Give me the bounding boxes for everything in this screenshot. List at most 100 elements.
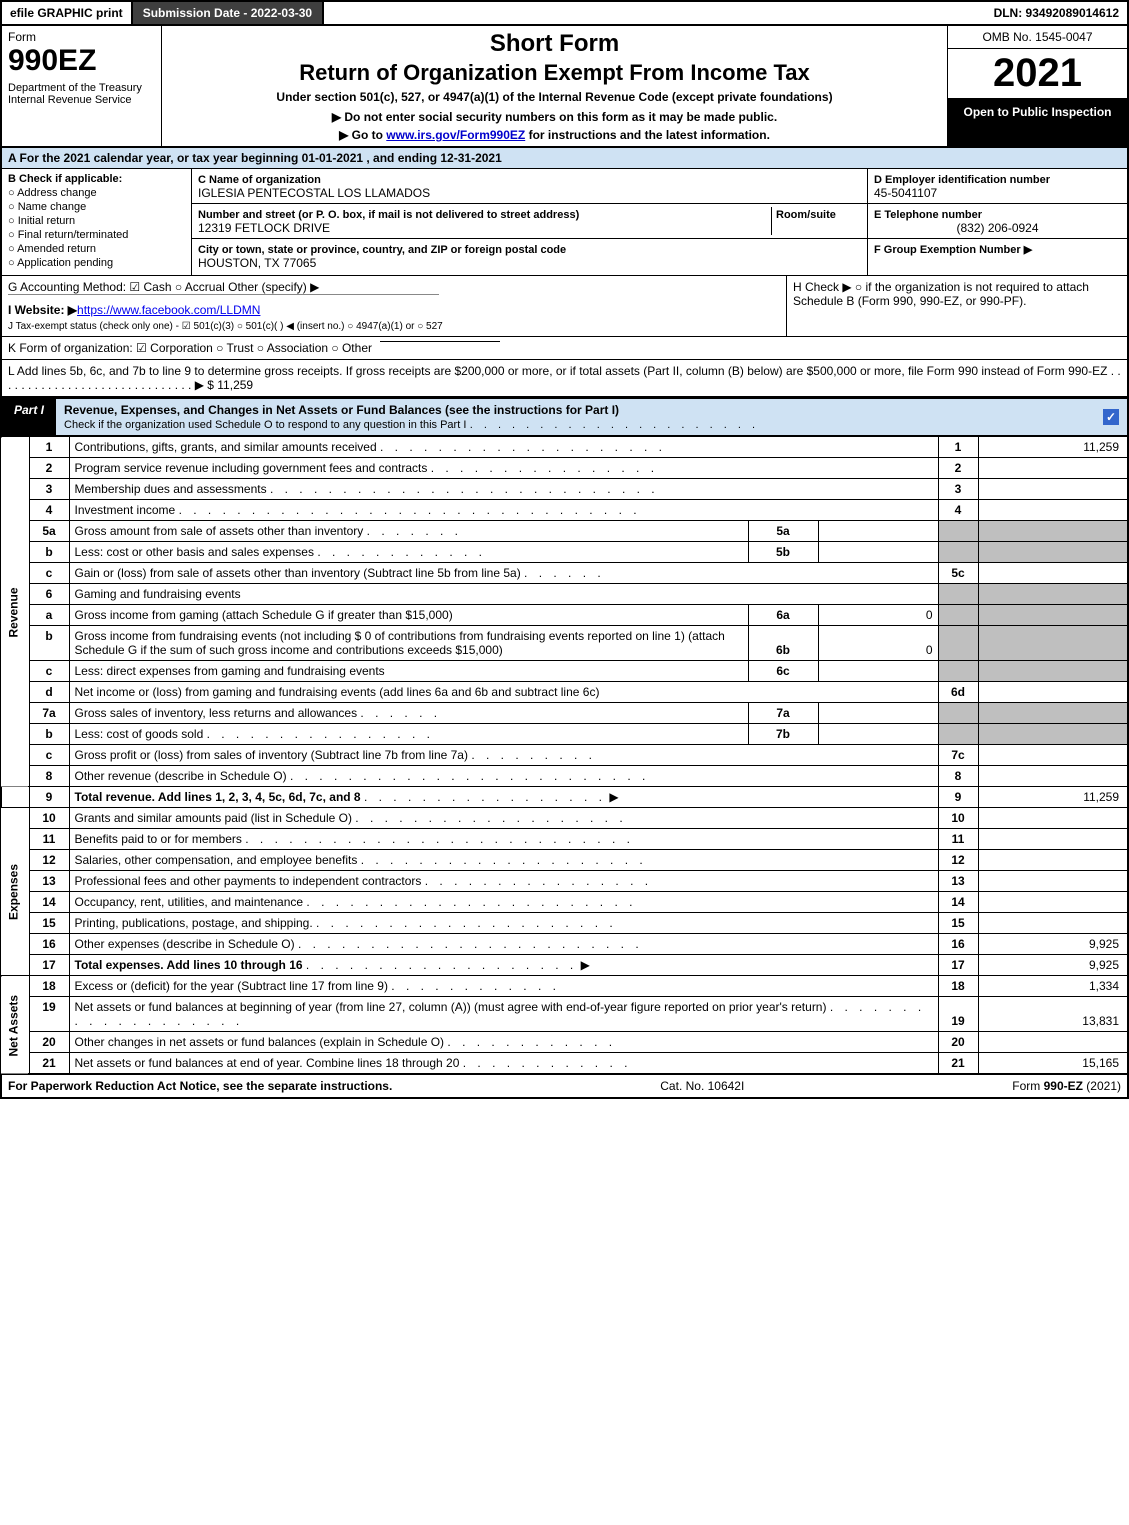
cb-final-return[interactable]: Final return/terminated — [8, 229, 185, 241]
short-form-label: Short Form — [168, 30, 941, 58]
row13-desc: Professional fees and other payments to … — [75, 874, 422, 888]
row2-desc: Program service revenue including govern… — [75, 461, 428, 475]
row11-desc: Benefits paid to or for members — [75, 832, 242, 846]
sec-k-blank — [380, 341, 500, 342]
expenses-sidebar: Expenses — [1, 808, 29, 976]
row10-ln: 10 — [938, 808, 978, 829]
row5c-num: c — [29, 563, 69, 584]
row5a-desc: Gross amount from sale of assets other t… — [75, 524, 364, 538]
row4-num: 4 — [29, 500, 69, 521]
top-bar: efile GRAPHIC print Submission Date - 20… — [0, 0, 1129, 26]
ein-value: 45-5041107 — [874, 186, 937, 200]
row7b-val — [978, 724, 1128, 745]
row14-desc: Occupancy, rent, utilities, and maintena… — [75, 895, 304, 909]
submission-date: Submission Date - 2022-03-30 — [133, 2, 324, 24]
row16-num: 16 — [29, 934, 69, 955]
section-c: C Name of organization IGLESIA PENTECOST… — [192, 169, 867, 275]
row17-ln: 17 — [938, 955, 978, 976]
section-a: A For the 2021 calendar year, or tax yea… — [0, 148, 1129, 169]
row7c-desc: Gross profit or (loss) from sales of inv… — [75, 748, 468, 762]
part1-header: Part I Revenue, Expenses, and Changes in… — [0, 397, 1129, 437]
part1-tab: Part I — [2, 399, 56, 435]
row6c-subv — [818, 661, 938, 682]
org-city: HOUSTON, TX 77065 — [198, 256, 316, 270]
website-link[interactable]: https://www.facebook.com/LLDMN — [77, 303, 260, 317]
row1-desc: Contributions, gifts, grants, and simila… — [75, 440, 377, 454]
row18-desc: Excess or (deficit) for the year (Subtra… — [75, 979, 388, 993]
row9-val: 11,259 — [978, 787, 1128, 808]
row6c-val — [978, 661, 1128, 682]
row7a-sub: 7a — [748, 703, 818, 724]
ein-label: D Employer identification number — [874, 174, 1050, 186]
row12-val — [978, 850, 1128, 871]
row6b-val — [978, 626, 1128, 661]
part1-check-text: Check if the organization used Schedule … — [64, 419, 466, 431]
row21-desc: Net assets or fund balances at end of ye… — [75, 1056, 460, 1070]
row14-val — [978, 892, 1128, 913]
section-b: B Check if applicable: Address change Na… — [2, 169, 192, 275]
row6b-ln — [938, 626, 978, 661]
revenue-table: Revenue 1 Contributions, gifts, grants, … — [0, 437, 1129, 1075]
row12-desc: Salaries, other compensation, and employ… — [75, 853, 358, 867]
sec-k-text: K Form of organization: ☑ Corporation ○ … — [8, 341, 372, 355]
ssn-note: ▶ Do not enter social security numbers o… — [168, 110, 941, 124]
row11-val — [978, 829, 1128, 850]
row2-ln: 2 — [938, 458, 978, 479]
row6-ln — [938, 584, 978, 605]
row3-ln: 3 — [938, 479, 978, 500]
row15-ln: 15 — [938, 913, 978, 934]
row20-val — [978, 1032, 1128, 1053]
row19-desc: Net assets or fund balances at beginning… — [75, 1000, 827, 1014]
row5b-ln — [938, 542, 978, 563]
row15-num: 15 — [29, 913, 69, 934]
row6d-ln: 6d — [938, 682, 978, 703]
row5a-num: 5a — [29, 521, 69, 542]
cb-amended-return[interactable]: Amended return — [8, 243, 185, 255]
row6d-desc: Net income or (loss) from gaming and fun… — [75, 685, 600, 699]
row9-num: 9 — [29, 787, 69, 808]
row20-num: 20 — [29, 1032, 69, 1053]
row6a-val — [978, 605, 1128, 626]
row15-val — [978, 913, 1128, 934]
return-title: Return of Organization Exempt From Incom… — [168, 60, 941, 86]
row9-desc: Total revenue. Add lines 1, 2, 3, 4, 5c,… — [75, 790, 361, 804]
row7b-subv — [818, 724, 938, 745]
part1-check-icon[interactable]: ✓ — [1103, 409, 1119, 425]
row6a-sub: 6a — [748, 605, 818, 626]
row7a-val — [978, 703, 1128, 724]
form-id-block: Form 990EZ Department of the Treasury In… — [2, 26, 162, 146]
row16-ln: 16 — [938, 934, 978, 955]
row19-num: 19 — [29, 997, 69, 1032]
org-name: IGLESIA PENTECOSTAL LOS LLAMADOS — [198, 186, 430, 200]
dept-label: Department of the Treasury Internal Reve… — [8, 82, 155, 106]
row5a-ln — [938, 521, 978, 542]
row17-arrow: ▶ — [581, 958, 590, 972]
row5a-sub: 5a — [748, 521, 818, 542]
info-block: B Check if applicable: Address change Na… — [0, 169, 1129, 276]
open-inspection: Open to Public Inspection — [948, 99, 1127, 146]
row1-num: 1 — [29, 437, 69, 458]
return-subtitle: Under section 501(c), 527, or 4947(a)(1)… — [168, 90, 941, 104]
cb-initial-return[interactable]: Initial return — [8, 215, 185, 227]
row17-desc: Total expenses. Add lines 10 through 16 — [75, 958, 303, 972]
cb-address-change[interactable]: Address change — [8, 187, 185, 199]
row5b-val — [978, 542, 1128, 563]
row14-num: 14 — [29, 892, 69, 913]
cb-name-change[interactable]: Name change — [8, 201, 185, 213]
row6-desc: Gaming and fundraising events — [75, 587, 241, 601]
part1-title: Revenue, Expenses, and Changes in Net As… — [56, 399, 1127, 435]
group-exempt-label: F Group Exemption Number ▶ — [874, 244, 1032, 256]
row14-ln: 14 — [938, 892, 978, 913]
row7b-num: b — [29, 724, 69, 745]
irs-link[interactable]: www.irs.gov/Form990EZ — [386, 128, 525, 142]
row7c-ln: 7c — [938, 745, 978, 766]
row6b-desc: Gross income from fundraising events (no… — [75, 629, 725, 657]
efile-label[interactable]: efile GRAPHIC print — [2, 2, 133, 24]
sec-b-label: B Check if applicable: — [8, 173, 185, 185]
row13-val — [978, 871, 1128, 892]
cb-application-pending[interactable]: Application pending — [8, 257, 185, 269]
row2-num: 2 — [29, 458, 69, 479]
row20-ln: 20 — [938, 1032, 978, 1053]
row19-val: 13,831 — [978, 997, 1128, 1032]
tel-label: E Telephone number — [874, 209, 982, 221]
